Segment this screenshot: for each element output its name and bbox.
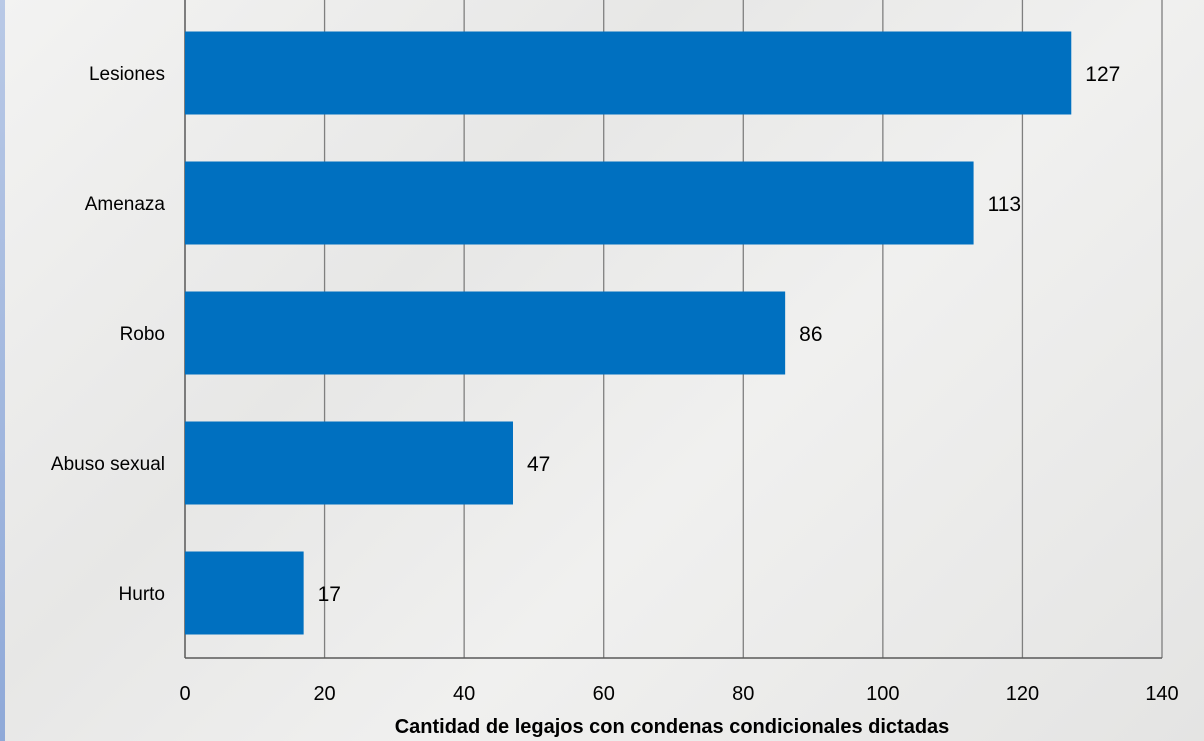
bar: [185, 421, 513, 505]
bar: [185, 31, 1072, 115]
x-axis-title: Cantidad de legajos con condenas condici…: [395, 716, 950, 738]
data-label: 47: [527, 453, 550, 476]
x-tick-label: 60: [593, 683, 615, 705]
x-tick-label: 20: [313, 683, 335, 705]
data-label: 113: [988, 193, 1021, 216]
data-label: 17: [318, 583, 341, 606]
x-tick-label: 80: [732, 683, 754, 705]
bar: [185, 291, 786, 375]
category-label: Abuso sexual: [51, 454, 165, 475]
category-label: Lesiones: [89, 64, 165, 85]
category-label: Amenaza: [85, 194, 166, 215]
x-tick-label: 120: [1006, 683, 1039, 705]
category-label: Robo: [120, 324, 165, 345]
bar: [185, 551, 304, 635]
category-label: Hurto: [119, 584, 165, 605]
x-tick-label: 40: [453, 683, 475, 705]
bars: [185, 31, 1072, 635]
x-tick-label: 100: [866, 683, 899, 705]
x-tick-label: 140: [1145, 683, 1178, 705]
bar: [185, 161, 974, 245]
x-tick-label: 0: [179, 683, 190, 705]
data-label: 86: [799, 323, 822, 346]
left-accent-stripe: [0, 0, 5, 741]
data-label: 127: [1085, 63, 1120, 86]
labels: 0 20 40 60 80 100 120 140 Lesiones 127 Amenaza 113 R…: [51, 63, 1179, 705]
